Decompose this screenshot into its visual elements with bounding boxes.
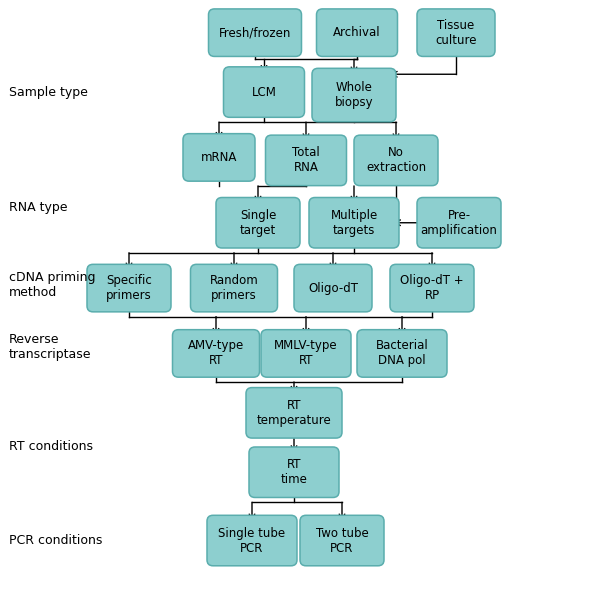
Text: RNA type: RNA type	[9, 201, 67, 214]
FancyBboxPatch shape	[300, 516, 384, 565]
FancyBboxPatch shape	[312, 68, 396, 122]
FancyBboxPatch shape	[249, 447, 339, 498]
Text: No
extraction: No extraction	[366, 146, 426, 175]
FancyBboxPatch shape	[309, 197, 399, 248]
FancyBboxPatch shape	[216, 197, 300, 248]
Text: Tissue
culture: Tissue culture	[435, 18, 477, 47]
FancyBboxPatch shape	[317, 9, 398, 56]
Text: RT conditions: RT conditions	[9, 440, 93, 453]
Text: Specific
primers: Specific primers	[106, 274, 152, 302]
FancyBboxPatch shape	[87, 264, 171, 312]
Text: MMLV-type
RT: MMLV-type RT	[274, 339, 338, 368]
FancyBboxPatch shape	[294, 264, 372, 312]
Text: Oligo-dT: Oligo-dT	[308, 282, 358, 295]
Text: Random
primers: Random primers	[209, 274, 259, 302]
FancyBboxPatch shape	[173, 330, 260, 377]
FancyBboxPatch shape	[246, 388, 342, 438]
Text: Multiple
targets: Multiple targets	[331, 208, 377, 237]
FancyBboxPatch shape	[354, 135, 438, 185]
FancyBboxPatch shape	[390, 264, 474, 312]
Text: AMV-type
RT: AMV-type RT	[188, 339, 244, 368]
FancyBboxPatch shape	[261, 330, 351, 377]
FancyBboxPatch shape	[357, 330, 447, 377]
Text: Single
target: Single target	[240, 208, 276, 237]
Text: mRNA: mRNA	[201, 151, 237, 164]
Text: LCM: LCM	[251, 86, 277, 99]
FancyBboxPatch shape	[191, 264, 277, 312]
Text: Sample type: Sample type	[9, 86, 88, 99]
Text: RT
temperature: RT temperature	[257, 399, 331, 427]
Text: PCR conditions: PCR conditions	[9, 534, 103, 547]
FancyBboxPatch shape	[207, 516, 297, 565]
Text: Fresh/frozen: Fresh/frozen	[219, 26, 291, 39]
FancyBboxPatch shape	[265, 135, 347, 185]
Text: RT
time: RT time	[281, 458, 307, 486]
FancyBboxPatch shape	[417, 197, 501, 248]
Text: Reverse
transcriptase: Reverse transcriptase	[9, 333, 91, 362]
Text: Total
RNA: Total RNA	[292, 146, 320, 175]
Text: Archival: Archival	[333, 26, 381, 39]
Text: Pre-
amplification: Pre- amplification	[421, 208, 497, 237]
FancyBboxPatch shape	[417, 9, 495, 56]
Text: Bacterial
DNA pol: Bacterial DNA pol	[376, 339, 428, 368]
Text: Two tube
PCR: Two tube PCR	[316, 526, 368, 555]
FancyBboxPatch shape	[223, 67, 305, 118]
Text: cDNA priming
method: cDNA priming method	[9, 271, 95, 299]
FancyBboxPatch shape	[183, 134, 255, 181]
Text: Oligo-dT +
RP: Oligo-dT + RP	[400, 274, 464, 302]
Text: Single tube
PCR: Single tube PCR	[218, 526, 286, 555]
Text: Whole
biopsy: Whole biopsy	[335, 81, 373, 109]
FancyBboxPatch shape	[209, 9, 301, 56]
